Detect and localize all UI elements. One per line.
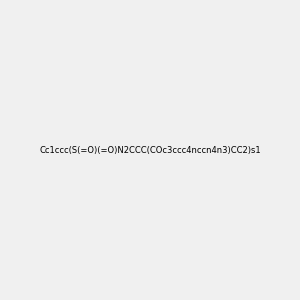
Text: Cc1ccc(S(=O)(=O)N2CCC(COc3ccc4nccn4n3)CC2)s1: Cc1ccc(S(=O)(=O)N2CCC(COc3ccc4nccn4n3)CC… xyxy=(39,146,261,154)
